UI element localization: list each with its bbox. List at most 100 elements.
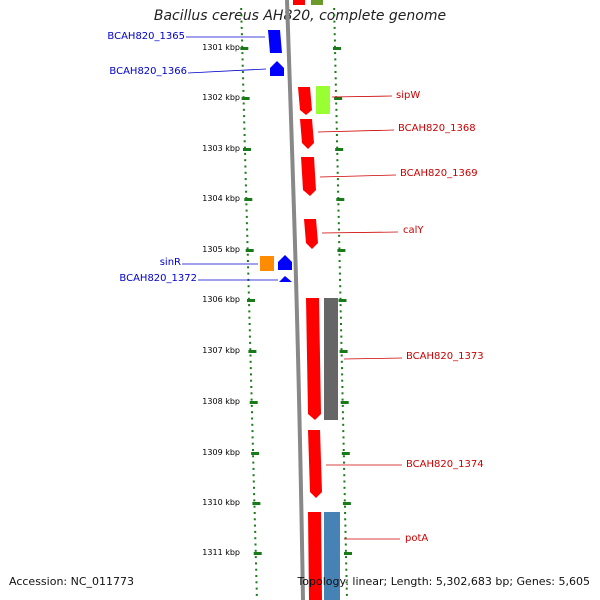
gene-label-sinr[interactable]: sinR (159, 257, 181, 268)
track-dot (338, 234, 341, 237)
track-dot (343, 467, 346, 470)
track-dot (243, 115, 246, 118)
track-dot (342, 442, 345, 445)
track-dot (240, 33, 243, 36)
kbp-label-1311: 1311 kbp (202, 548, 240, 557)
gene-label-bcah820-1374[interactable]: BCAH820_1374 (406, 459, 484, 470)
gene-top-green[interactable] (311, 0, 323, 5)
track-dot (339, 278, 341, 281)
gene-bcah820-1366[interactable] (270, 61, 284, 76)
track-dot (345, 587, 348, 590)
track-dot (337, 222, 340, 225)
gene-label-bcah820-1372[interactable]: BCAH820_1372 (119, 273, 197, 284)
kbp-tick-left (240, 47, 249, 50)
track-dot (345, 568, 348, 571)
track-dot (240, 26, 243, 29)
gene-pota[interactable] (308, 512, 322, 600)
track-dot (342, 417, 344, 420)
track-dot (341, 411, 344, 414)
kbp-tick-left (241, 97, 250, 100)
map-title: Bacillus cereus AH820, complete genome (153, 8, 447, 24)
gene-label-bcah820-1369[interactable]: BCAH820_1369 (400, 168, 478, 179)
kbp-tick-right (341, 452, 350, 455)
genome-backbone (285, 0, 305, 600)
gene-label-bcah820-1368[interactable]: BCAH820_1368 (398, 123, 476, 134)
kbp-tick-right (342, 502, 351, 505)
gene-label-sipw[interactable]: sipW (396, 90, 421, 101)
track-dot (343, 480, 346, 483)
track-dot (341, 373, 344, 376)
gene-bcah820-1373-gray[interactable] (324, 298, 338, 420)
kbp-tick-right (339, 350, 348, 353)
track-dot (255, 581, 258, 584)
gene-sinr-orange[interactable] (260, 256, 274, 271)
track-dot (345, 581, 348, 584)
track-dot (338, 241, 341, 244)
kbp-label-1301: 1301 kbp (202, 43, 240, 52)
gene-sipw[interactable] (298, 87, 312, 115)
gene-label-bcah820-1366[interactable]: BCAH820_1366 (109, 66, 187, 77)
track-dot (248, 335, 251, 338)
gene-bcah820-1372[interactable] (279, 276, 292, 282)
track-dot (250, 386, 253, 388)
kbp-tick-left (248, 350, 257, 353)
gene-bcah820-1373[interactable] (306, 298, 321, 420)
track-dot (249, 354, 252, 357)
track-dot (341, 398, 344, 401)
kbp-tick-left (243, 148, 251, 151)
track-dot (340, 348, 343, 351)
track-dot (254, 549, 257, 552)
kbp-label-1309: 1309 kbp (202, 448, 240, 457)
track-dot (249, 348, 252, 351)
track-dot (253, 499, 256, 502)
gene-label-bcah820-1365[interactable]: BCAH820_1365 (107, 31, 185, 42)
track-dot (249, 360, 252, 363)
track-dot (245, 203, 248, 206)
track-dot (244, 159, 247, 162)
track-dot (245, 209, 248, 212)
track-dot (242, 77, 245, 80)
track-dot (344, 543, 347, 546)
kbp-tick-right (340, 401, 349, 404)
track-dot (250, 379, 253, 382)
track-dot (340, 335, 343, 338)
track-dot (246, 241, 249, 244)
kbp-tick-left (245, 249, 254, 252)
track-dot (250, 373, 252, 376)
kbp-tick-right (335, 148, 344, 151)
gene-sinr[interactable] (278, 255, 292, 270)
track-dot (344, 505, 346, 508)
track-dot (245, 215, 248, 218)
gene-caly[interactable] (304, 219, 318, 249)
track-dot (253, 518, 256, 521)
gene-bcah820-1369[interactable] (301, 157, 316, 196)
track-dot (251, 442, 254, 445)
track-dot (337, 203, 340, 206)
track-dot (342, 455, 345, 458)
track-dot (249, 367, 252, 370)
track-dot (335, 127, 338, 130)
gene-label-pota[interactable]: potA (405, 533, 429, 544)
gene-bcah820-1365[interactable] (268, 30, 282, 53)
gene-label-caly[interactable]: calY (403, 225, 424, 236)
track-dot (241, 52, 244, 55)
track-dot (244, 152, 247, 155)
gene-label-bcah820-1373[interactable]: BCAH820_1373 (406, 351, 484, 362)
track-dot (250, 404, 253, 407)
track-dot (339, 316, 342, 319)
track-dot (340, 360, 343, 363)
track-dot (336, 159, 339, 162)
track-dot (241, 58, 244, 61)
track-dot (252, 461, 255, 464)
gene-top-red[interactable] (293, 0, 305, 5)
track-dot (333, 39, 336, 42)
gene-pota-steel[interactable] (324, 512, 340, 600)
track-dot (338, 253, 341, 256)
track-dot (341, 386, 344, 388)
track-dot (338, 228, 340, 231)
track-dot (336, 152, 339, 155)
kbp-tick-right (344, 552, 352, 555)
gene-bcah820-1368[interactable] (300, 119, 314, 149)
gene-bcah820-1374[interactable] (308, 430, 322, 498)
gene-sipw-green[interactable] (316, 86, 330, 114)
